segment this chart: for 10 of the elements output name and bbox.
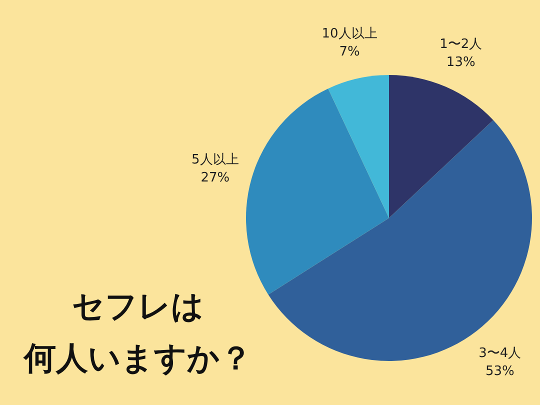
data-label: 13% bbox=[446, 54, 476, 70]
data-label: 27% bbox=[200, 170, 230, 186]
data-label: 53% bbox=[485, 364, 514, 380]
slice-label: 3〜4人 bbox=[478, 346, 522, 362]
text: 何人いますか？ bbox=[22, 339, 252, 377]
slice-label: 10人以上 bbox=[322, 26, 378, 42]
slice-label: 5人以上 bbox=[192, 152, 239, 168]
text: セフレは bbox=[72, 287, 204, 325]
data-label: 7% bbox=[339, 44, 360, 60]
slice-label: 1〜2人 bbox=[440, 36, 482, 52]
